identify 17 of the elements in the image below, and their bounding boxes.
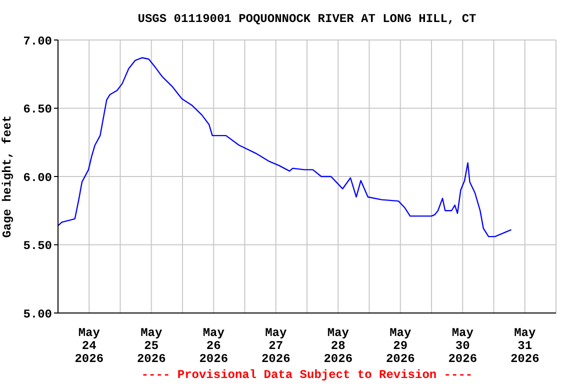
x-tick-label: May 29 2026 <box>386 326 415 366</box>
x-tick-label: May 31 2026 <box>510 326 540 366</box>
x-tick-label: May 26 2026 <box>199 326 228 366</box>
x-tick-label: May 25 2026 <box>136 326 166 366</box>
y-tick-label: 6.50 <box>23 102 52 117</box>
x-tick-label: May 28 2026 <box>324 326 353 366</box>
text: ---- Provisional Data Subject to Revision ---- <box>140 368 474 382</box>
y-tick-label: 5.00 <box>23 307 52 322</box>
chart-title: USGS 01119001 POQUONNOCK RIVER AT LONG HILL, CT <box>136 12 478 26</box>
line-series <box>58 57 512 238</box>
y-tick-label: 5.50 <box>23 239 52 254</box>
x-tick-label: May 30 2026 <box>448 326 478 366</box>
y-axis-title: Gage height, feet <box>0 115 14 238</box>
y-tick-label: 7.00 <box>23 34 52 48</box>
y-tick-label: 6.00 <box>23 170 52 185</box>
x-tick-label: May 27 2026 <box>261 326 290 366</box>
x-tick-label: May 24 2026 <box>74 326 104 366</box>
